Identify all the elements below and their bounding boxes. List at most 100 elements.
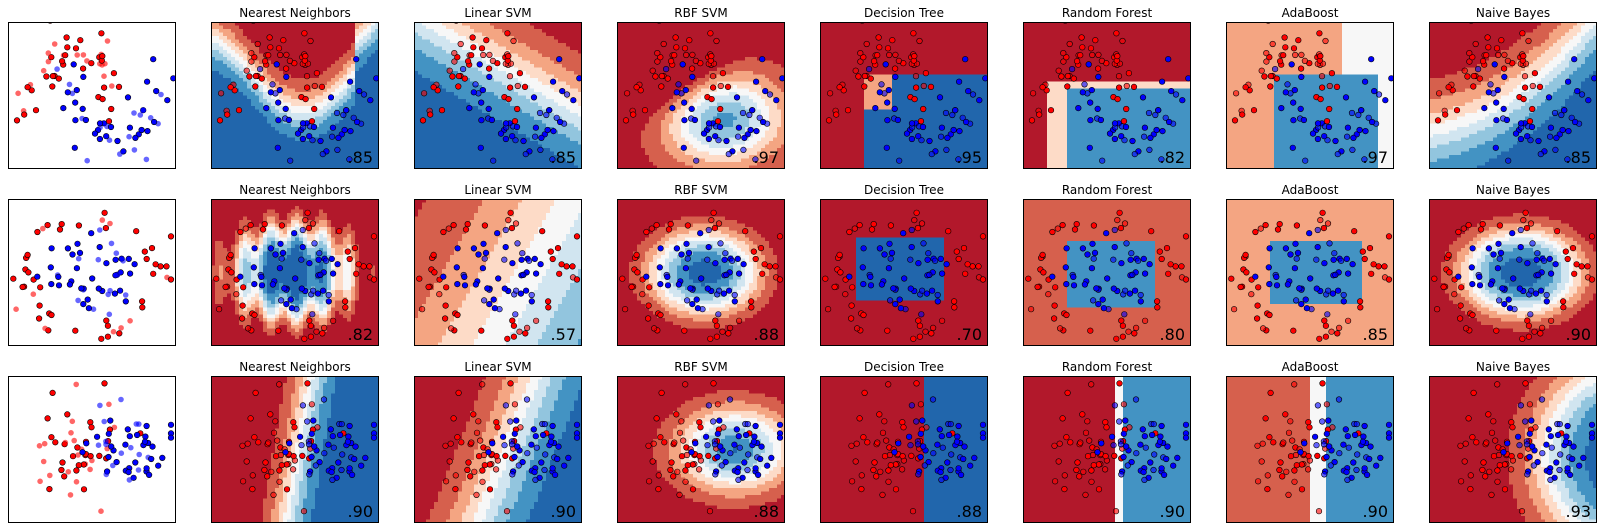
- point-class-red: [881, 418, 888, 425]
- point-class-red: [833, 111, 840, 118]
- point-class-blue: [921, 462, 928, 469]
- point-class-blue: [1110, 285, 1117, 292]
- point-class-blue: [105, 453, 112, 461]
- point-class-red: [258, 75, 265, 82]
- point-class-blue: [1529, 240, 1536, 247]
- point-class-blue: [1517, 244, 1524, 251]
- point-class-blue: [1303, 305, 1310, 312]
- point-class-blue: [1331, 459, 1338, 466]
- point-class-red: [507, 380, 514, 387]
- point-class-red: [252, 389, 259, 397]
- point-class-blue: [882, 61, 889, 68]
- point-class-red: [1154, 304, 1161, 311]
- point-class-red: [1493, 45, 1501, 52]
- point-class-red: [1163, 245, 1171, 252]
- point-class-blue: [924, 256, 931, 263]
- point-class-blue: [528, 298, 535, 305]
- point-class-red: [1469, 311, 1476, 319]
- point-class-blue: [329, 433, 336, 440]
- point-class-blue: [1049, 273, 1056, 280]
- point-class-blue: [1331, 250, 1338, 257]
- point-class-blue: [1288, 61, 1295, 68]
- point-class-blue: [55, 282, 63, 289]
- point-class-red: [646, 284, 653, 291]
- point-class-red: [1562, 248, 1569, 255]
- point-class-blue: [1134, 257, 1142, 264]
- point-class-blue: [1510, 275, 1517, 282]
- point-class-red: [370, 233, 378, 240]
- point-class-blue: [1063, 281, 1070, 288]
- axes-frame: [211, 376, 379, 523]
- point-class-blue: [1141, 270, 1149, 277]
- point-class-blue: [1307, 275, 1314, 282]
- point-class-red: [1291, 478, 1298, 485]
- point-class-blue: [1578, 91, 1586, 98]
- point-class-red: [1318, 84, 1326, 91]
- point-class-blue: [1153, 126, 1160, 134]
- point-class-red: [889, 37, 896, 44]
- point-class-red: [58, 221, 65, 228]
- point-class-red: [912, 73, 920, 80]
- point-class-red: [105, 118, 113, 125]
- point-class-blue: [97, 227, 103, 233]
- point-class-red: [475, 453, 483, 460]
- point-class-red: [308, 118, 316, 125]
- point-class-red: [1063, 434, 1070, 441]
- point-class-blue: [1524, 471, 1531, 478]
- point-class-blue: [323, 257, 330, 264]
- point-class-red: [836, 84, 843, 91]
- point-class-red: [757, 245, 765, 252]
- point-class-blue: [69, 90, 76, 97]
- point-class-red: [25, 269, 32, 276]
- point-class-blue: [573, 434, 581, 441]
- point-class-red: [251, 434, 258, 441]
- point-class-blue: [95, 442, 102, 449]
- point-class-blue: [72, 99, 79, 106]
- point-class-blue: [352, 443, 359, 450]
- point-class-red: [717, 105, 724, 113]
- point-class-red: [262, 58, 269, 65]
- point-class-blue: [1123, 443, 1130, 450]
- point-class-blue: [278, 297, 285, 304]
- point-class-red: [653, 222, 660, 229]
- point-class-blue: [728, 257, 736, 264]
- point-class-blue: [1126, 290, 1133, 297]
- point-class-blue: [751, 433, 758, 440]
- decision-surface: [8, 22, 176, 169]
- point-class-blue: [514, 240, 521, 247]
- point-class-red: [654, 58, 661, 65]
- point-class-red: [509, 317, 516, 324]
- panel-r1-c3: RBF SVM.88: [617, 183, 785, 346]
- point-class-red: [1269, 40, 1276, 48]
- point-class-red: [852, 458, 859, 465]
- point-class-blue: [1524, 133, 1531, 140]
- point-class-red: [1259, 440, 1266, 447]
- point-class-blue: [1282, 245, 1289, 252]
- point-class-red: [48, 311, 55, 319]
- point-class-blue: [1106, 130, 1114, 137]
- point-class-red: [1524, 317, 1531, 324]
- point-class-red: [127, 318, 133, 324]
- point-class-blue: [918, 287, 926, 294]
- point-class-red: [657, 54, 664, 61]
- point-class-red: [118, 325, 124, 331]
- point-class-blue: [1564, 156, 1571, 163]
- point-class-blue: [1140, 133, 1148, 140]
- panel-r0-c3: RBF SVM.97: [617, 6, 785, 169]
- point-class-red: [65, 469, 72, 475]
- point-class-blue: [1545, 94, 1553, 101]
- point-class-blue: [702, 433, 710, 440]
- score-label: .90: [1160, 502, 1185, 521]
- point-class-blue: [883, 144, 890, 151]
- point-class-blue: [1546, 133, 1554, 140]
- point-class-red: [707, 335, 714, 342]
- point-class-blue: [1320, 441, 1328, 448]
- point-class-blue: [329, 133, 336, 140]
- point-class-blue: [518, 256, 525, 263]
- point-class-red: [858, 486, 865, 493]
- point-class-blue: [358, 462, 365, 469]
- point-class-red: [861, 389, 868, 397]
- point-class-red: [825, 117, 833, 124]
- point-class-blue: [64, 245, 71, 252]
- point-class-blue: [329, 476, 336, 484]
